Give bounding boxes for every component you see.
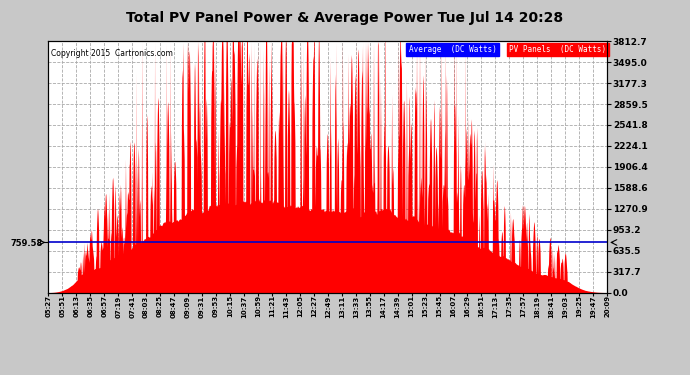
Text: Copyright 2015  Cartronics.com: Copyright 2015 Cartronics.com	[51, 49, 173, 58]
Text: PV Panels  (DC Watts): PV Panels (DC Watts)	[509, 45, 607, 54]
Text: Average  (DC Watts): Average (DC Watts)	[408, 45, 497, 54]
Text: Total PV Panel Power & Average Power Tue Jul 14 20:28: Total PV Panel Power & Average Power Tue…	[126, 11, 564, 25]
